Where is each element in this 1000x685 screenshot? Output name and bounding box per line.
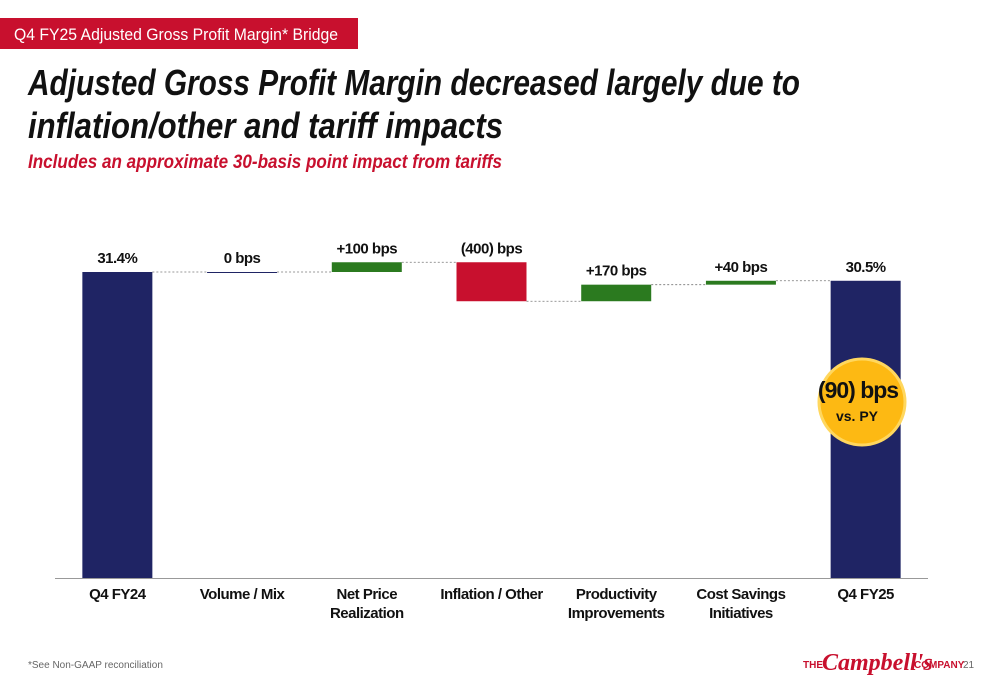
value-label: +40 bps [715,259,768,276]
header-tag-bg [0,18,358,49]
value-label: 30.5% [846,259,886,276]
logo-text: COMPANY [914,660,965,671]
x-tick-label: Cost Savings Initiatives [696,586,786,622]
subtitle: Includes an approximate 30-basis point i… [28,152,502,173]
value-label: 31.4% [97,250,137,267]
bar [456,262,527,302]
badge-text: vs. PY [836,408,879,424]
x-tick-label: Volume / Mix [199,586,285,603]
bar [207,272,278,273]
logo-text: THE [803,660,823,671]
footnote: *See Non-GAAP reconciliation [28,660,163,671]
badge [817,357,907,447]
bar [581,284,652,302]
header-tag: Q4 FY25 Adjusted Gross Profit Margin* Br… [14,25,338,44]
x-tick-label: Q4 FY25 [837,586,894,603]
badge-text: (90) bps [818,377,898,403]
logo-text: Campbell's [822,650,933,676]
title-line: Adjusted Gross Profit Margin decreased l… [27,62,800,103]
x-tick-label: Q4 FY24 [89,586,146,603]
value-label: +170 bps [586,263,647,280]
x-tick-label: Inflation / Other [440,586,543,603]
value-label: 0 bps [224,250,261,267]
page-number: 21 [963,660,975,671]
bar [331,262,402,272]
x-tick-label: Productivity Improvements [567,586,665,622]
bar [82,272,153,578]
x-tick-label: Net Price Realization [329,586,404,622]
bar [705,280,776,285]
value-label: +100 bps [336,240,397,257]
value-label: (400) bps [461,240,523,257]
title-line: inflation/other and tariff impacts [28,105,503,146]
